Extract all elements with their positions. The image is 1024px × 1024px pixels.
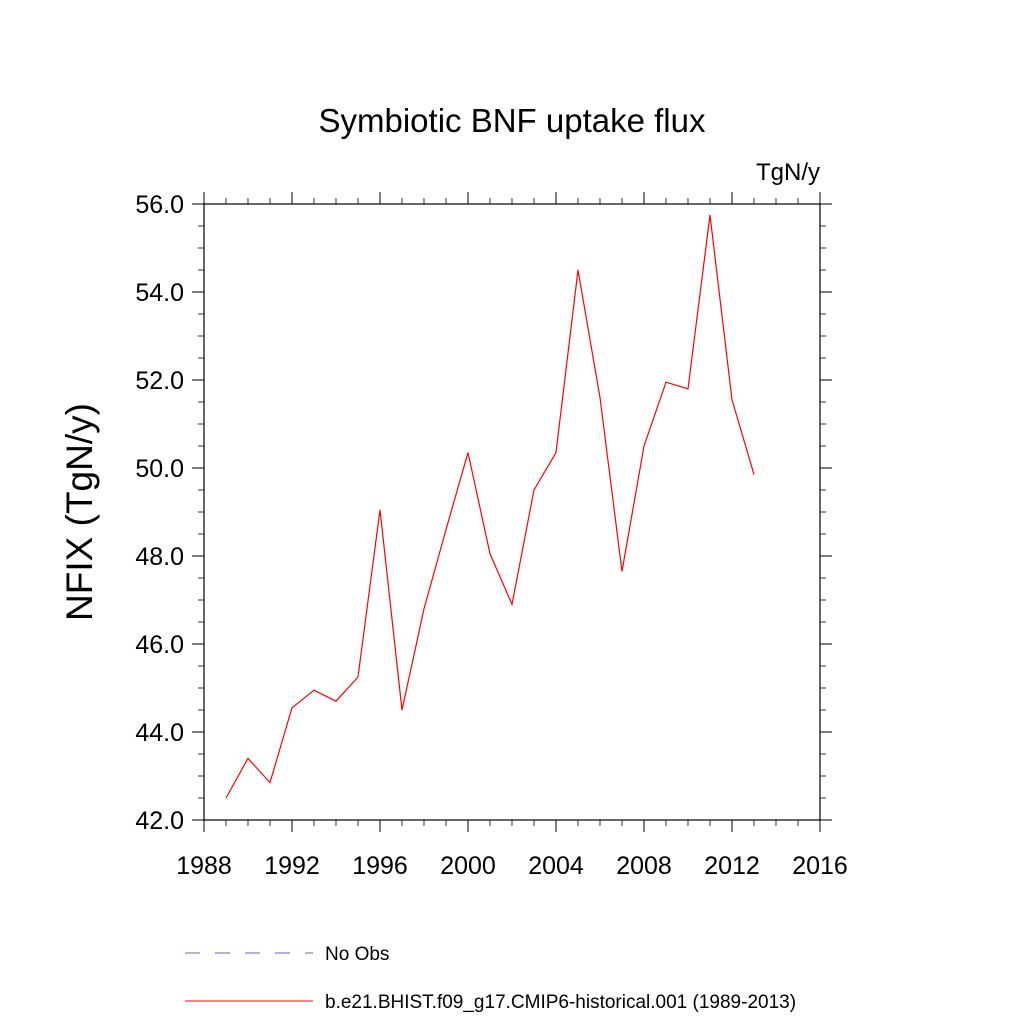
legend: No Obs b.e21.BHIST.f09_g17.CMIP6-histori… — [185, 944, 796, 1013]
y-tick-label: 48.0 — [135, 543, 184, 571]
x-tick-label: 2012 — [704, 852, 760, 880]
legend-label-no-obs: No Obs — [325, 944, 389, 965]
y-tick-label: 50.0 — [135, 455, 184, 483]
x-tick-label: 2016 — [792, 852, 848, 880]
y-tick-label: 46.0 — [135, 631, 184, 659]
y-tick-label: 56.0 — [135, 191, 184, 219]
x-tick-label: 2004 — [528, 852, 584, 880]
y-tick-label: 44.0 — [135, 719, 184, 747]
y-axis: 42.0 44.0 46.0 48.0 50.0 52.0 54.0 56.0 — [135, 191, 832, 835]
x-tick-label: 1996 — [352, 852, 408, 880]
series-layer — [225, 214, 755, 799]
series-line — [225, 214, 755, 799]
y-tick-label: 54.0 — [135, 279, 184, 307]
y-tick-label: 42.0 — [135, 807, 184, 835]
y-axis-label: NFIX (TgN/y) — [59, 403, 100, 621]
x-tick-label: 2000 — [440, 852, 496, 880]
chart-title: Symbiotic BNF uptake flux — [319, 102, 706, 139]
plot-border — [203, 203, 821, 821]
x-tick-label: 1992 — [264, 852, 320, 880]
plot-frame — [203, 203, 821, 821]
y-tick-label: 52.0 — [135, 367, 184, 395]
x-axis: 1988 1992 1996 2000 2004 2008 2012 2016 — [176, 192, 848, 880]
legend-label-historical: b.e21.BHIST.f09_g17.CMIP6-historical.001… — [325, 992, 796, 1013]
x-tick-label: 2008 — [616, 852, 672, 880]
units-label: TgN/y — [756, 159, 820, 186]
x-tick-label: 1988 — [176, 852, 232, 880]
